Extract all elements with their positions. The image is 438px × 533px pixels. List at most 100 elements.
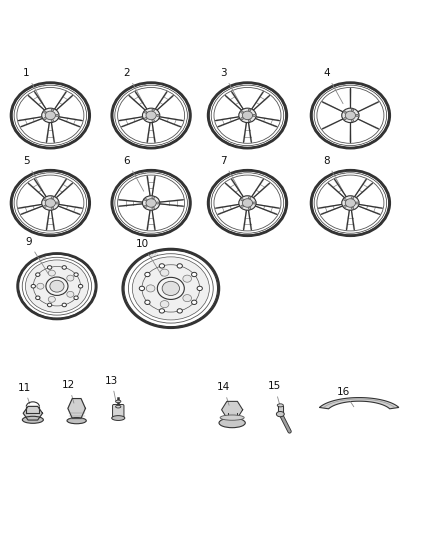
Ellipse shape [191, 272, 197, 277]
Ellipse shape [35, 273, 40, 277]
Ellipse shape [351, 119, 354, 122]
Ellipse shape [146, 111, 156, 120]
Ellipse shape [44, 118, 46, 120]
Ellipse shape [145, 118, 147, 120]
Text: 3: 3 [220, 68, 240, 103]
Ellipse shape [45, 199, 56, 207]
Ellipse shape [67, 292, 74, 297]
Ellipse shape [156, 202, 159, 204]
Ellipse shape [51, 197, 54, 199]
Ellipse shape [248, 119, 251, 122]
Text: 6: 6 [124, 156, 144, 191]
Text: 8: 8 [323, 156, 343, 191]
Ellipse shape [78, 285, 83, 288]
Ellipse shape [142, 196, 160, 210]
Text: 10: 10 [136, 239, 162, 276]
Ellipse shape [183, 275, 191, 282]
Ellipse shape [42, 108, 59, 123]
Text: 12: 12 [62, 380, 75, 403]
Ellipse shape [67, 275, 74, 281]
Ellipse shape [51, 207, 54, 209]
Ellipse shape [56, 115, 58, 116]
Ellipse shape [51, 119, 54, 122]
Text: 1: 1 [23, 68, 43, 103]
Ellipse shape [248, 197, 251, 199]
Text: 14: 14 [217, 382, 230, 405]
Ellipse shape [157, 277, 184, 300]
Text: 5: 5 [23, 156, 43, 191]
Ellipse shape [160, 269, 169, 276]
Text: 15: 15 [268, 381, 281, 405]
Ellipse shape [241, 205, 244, 207]
Polygon shape [23, 406, 42, 420]
Ellipse shape [44, 199, 46, 201]
Ellipse shape [46, 277, 68, 295]
Ellipse shape [159, 309, 165, 313]
Ellipse shape [344, 111, 346, 113]
Polygon shape [228, 413, 237, 418]
Ellipse shape [50, 280, 64, 292]
Ellipse shape [156, 115, 159, 116]
Text: 11: 11 [18, 383, 31, 404]
Ellipse shape [162, 281, 180, 295]
Ellipse shape [241, 118, 244, 120]
Ellipse shape [112, 416, 125, 421]
Ellipse shape [160, 301, 169, 308]
Ellipse shape [344, 118, 346, 120]
Ellipse shape [152, 109, 155, 111]
Ellipse shape [139, 286, 145, 290]
Ellipse shape [345, 111, 356, 120]
Ellipse shape [67, 418, 86, 424]
Ellipse shape [351, 207, 354, 209]
Polygon shape [222, 401, 243, 418]
Ellipse shape [48, 296, 55, 302]
Ellipse shape [177, 264, 182, 268]
Ellipse shape [152, 119, 155, 122]
Ellipse shape [253, 115, 255, 116]
Text: 2: 2 [124, 68, 144, 103]
Ellipse shape [62, 265, 67, 269]
Ellipse shape [145, 300, 150, 304]
Ellipse shape [241, 199, 244, 201]
Ellipse shape [74, 273, 78, 277]
Ellipse shape [342, 196, 359, 210]
Ellipse shape [25, 260, 88, 312]
Ellipse shape [241, 111, 244, 113]
Ellipse shape [191, 300, 197, 304]
Ellipse shape [62, 303, 67, 307]
Ellipse shape [47, 265, 52, 269]
Ellipse shape [356, 115, 358, 116]
Ellipse shape [152, 207, 155, 209]
Text: 16: 16 [337, 386, 354, 407]
Ellipse shape [74, 296, 78, 300]
Ellipse shape [146, 199, 156, 207]
Ellipse shape [242, 111, 253, 120]
Ellipse shape [276, 411, 284, 417]
Ellipse shape [239, 196, 256, 210]
FancyBboxPatch shape [113, 405, 124, 419]
Ellipse shape [47, 303, 52, 307]
Ellipse shape [146, 285, 155, 292]
Ellipse shape [342, 108, 359, 123]
Ellipse shape [253, 202, 255, 204]
Ellipse shape [177, 309, 182, 313]
Polygon shape [68, 399, 85, 418]
Ellipse shape [31, 285, 35, 288]
Ellipse shape [51, 109, 54, 111]
Ellipse shape [145, 205, 147, 207]
Ellipse shape [48, 270, 55, 276]
Ellipse shape [35, 296, 40, 300]
Text: 9: 9 [25, 237, 48, 274]
Ellipse shape [44, 111, 46, 113]
Ellipse shape [37, 283, 44, 289]
Ellipse shape [344, 205, 346, 207]
Text: 13: 13 [105, 376, 118, 402]
Ellipse shape [42, 196, 59, 210]
Polygon shape [278, 406, 283, 414]
Text: 4: 4 [323, 68, 343, 103]
Ellipse shape [345, 199, 356, 207]
Ellipse shape [248, 109, 251, 111]
Ellipse shape [197, 286, 202, 290]
Ellipse shape [248, 207, 251, 209]
Ellipse shape [183, 295, 191, 302]
